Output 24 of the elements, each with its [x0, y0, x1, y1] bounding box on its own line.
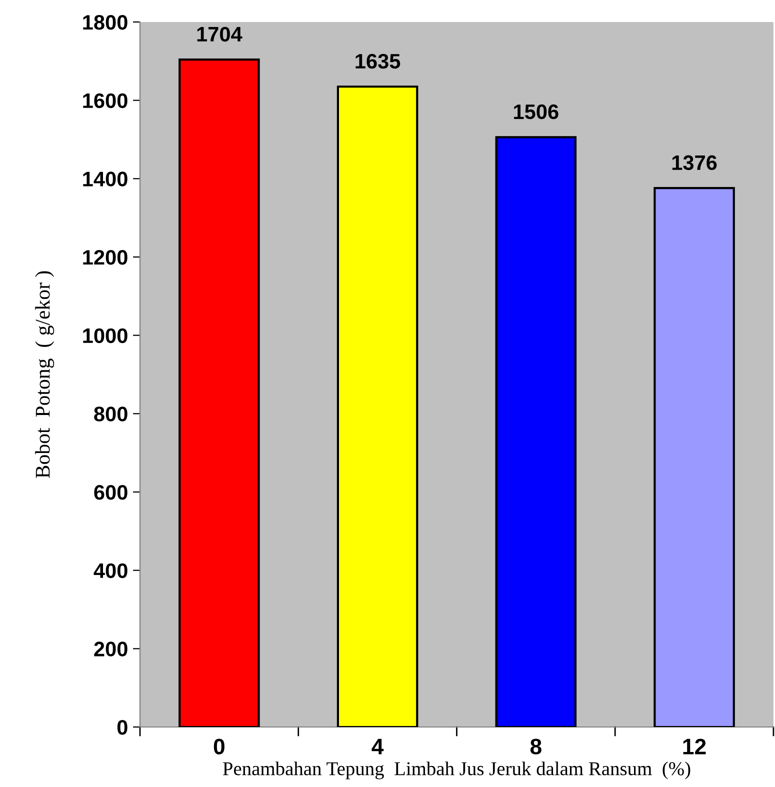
y-tick-label: 1400 [83, 172, 128, 186]
x-axis-title: Penambahan Tepung Limbah Jus Jeruk dalam Ransum (%) [222, 762, 690, 780]
x-tick-label: 0 [214, 738, 224, 754]
y-tick-label: 1600 [83, 93, 128, 108]
x-tick-label: 8 [530, 738, 542, 754]
x-tick-label: 12 [683, 738, 706, 754]
bar [654, 187, 735, 727]
bar [178, 58, 260, 727]
y-tick-label: 600 [94, 485, 128, 500]
data-label: 1376 [672, 155, 717, 170]
y-axis-title: Bobot Potong ( g/ekor ) [35, 271, 54, 478]
y-tick-label: 1000 [83, 328, 128, 344]
y-tick-label: 1800 [83, 15, 128, 30]
data-label: 1635 [356, 54, 400, 69]
bar [336, 86, 418, 727]
y-tick-label: 400 [94, 563, 128, 578]
data-label: 1704 [197, 26, 242, 42]
y-tick-label: 1200 [83, 250, 128, 265]
y-tick-label: 200 [94, 642, 128, 656]
y-tick-label: 0 [117, 720, 128, 735]
y-tick-label: 800 [94, 406, 128, 422]
x-tick-label: 4 [372, 738, 384, 754]
bar [495, 136, 577, 727]
data-label: 1506 [514, 104, 558, 120]
